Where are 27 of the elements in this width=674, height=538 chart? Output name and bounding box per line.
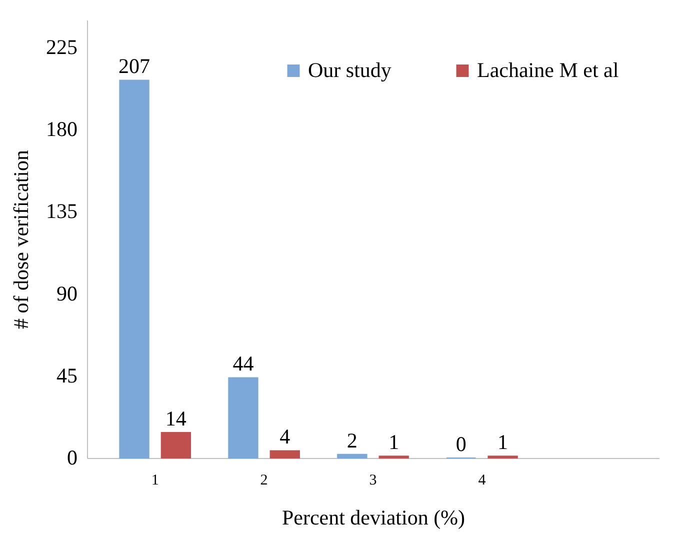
legend-label: Our study bbox=[308, 58, 392, 82]
x-tick-label: 4 bbox=[478, 472, 486, 488]
y-tick-label: 45 bbox=[56, 363, 78, 388]
y-tick-label: 0 bbox=[67, 446, 78, 470]
y-tick-label: 90 bbox=[56, 281, 78, 306]
bar bbox=[337, 454, 368, 458]
data-label: 0 bbox=[456, 432, 466, 456]
x-tick-label: 3 bbox=[369, 472, 377, 488]
bar bbox=[228, 377, 258, 458]
y-axis-title: # of dose verification bbox=[9, 149, 33, 330]
data-label: 44 bbox=[232, 352, 254, 376]
legend-label: Lachaine M et al bbox=[477, 58, 619, 82]
x-tick-label: 1 bbox=[151, 472, 159, 488]
data-label: 4 bbox=[280, 424, 291, 449]
y-tick-label: 135 bbox=[46, 199, 78, 224]
data-label: 1 bbox=[498, 430, 508, 454]
bar bbox=[119, 80, 150, 458]
x-tick-label: 2 bbox=[260, 472, 268, 488]
y-tick-label: 180 bbox=[46, 117, 78, 141]
data-label: 14 bbox=[165, 406, 187, 430]
y-tick-label: 225 bbox=[46, 34, 78, 59]
x-axis-title: Percent deviation (%) bbox=[282, 506, 466, 530]
bar bbox=[270, 450, 300, 458]
data-label: 1 bbox=[388, 430, 400, 454]
bar bbox=[160, 432, 192, 458]
data-label: 207 bbox=[118, 54, 150, 78]
data-label: 2 bbox=[346, 428, 358, 452]
